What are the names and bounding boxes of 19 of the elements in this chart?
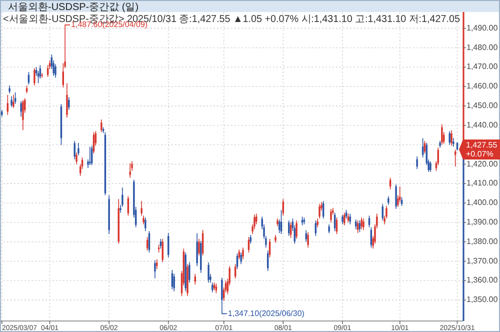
y-tick-label: 1,480.00 — [466, 42, 498, 52]
y-tick-label: 1,410.00 — [466, 178, 498, 188]
annotation: 1,427.55 +0.07% — [466, 140, 498, 159]
annotation: 1,347.10(2025/06/30) — [228, 308, 305, 318]
y-tick-label: 1,350.00 — [466, 295, 498, 304]
chart-title: 서울외환-USDSP-중간값 (일) — [8, 2, 139, 13]
y-tick-label: 1,440.00 — [466, 120, 498, 130]
y-tick-label: 1,490.00 — [466, 23, 498, 32]
y-tick-label: 1,360.00 — [466, 276, 498, 285]
annotation: 1,427.55 +0.07% — [459, 140, 500, 160]
annotation: 1,347.10(2025/06/30) — [222, 305, 304, 318]
y-tick-label: 1,390.00 — [466, 218, 498, 227]
y-tick-label: 1,460.00 — [466, 82, 498, 91]
y-tick-label: 1,450.00 — [466, 101, 498, 110]
y-tick-label: 1,370.00 — [466, 256, 498, 266]
y-tick-label: 1,380.00 — [466, 236, 498, 246]
y-tick-label: 1,400.00 — [466, 198, 498, 208]
y-tick-label: 1,470.00 — [466, 62, 498, 72]
y-tick-label: 1,420.00 — [466, 159, 498, 168]
